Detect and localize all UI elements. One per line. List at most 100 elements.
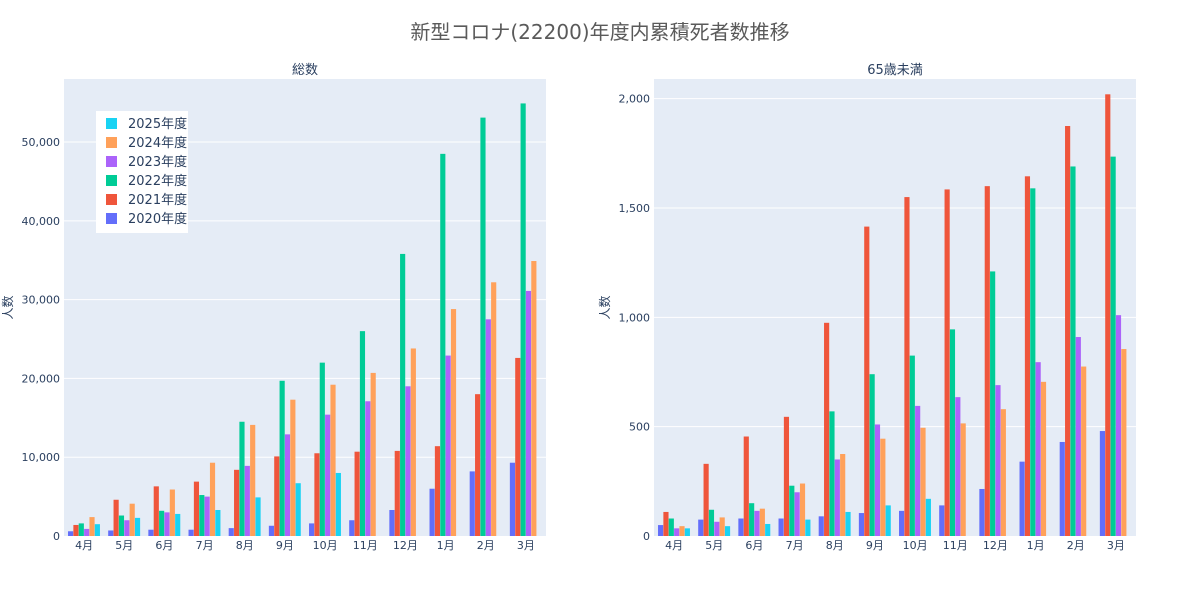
- bar[interactable]: [1099, 431, 1106, 536]
- bar[interactable]: [274, 456, 280, 536]
- bar[interactable]: [925, 498, 931, 536]
- bar[interactable]: [134, 517, 141, 536]
- bar[interactable]: [1075, 337, 1081, 536]
- bar[interactable]: [1040, 381, 1047, 536]
- bar[interactable]: [335, 472, 341, 536]
- bar[interactable]: [515, 357, 521, 536]
- bar[interactable]: [284, 434, 291, 536]
- bar[interactable]: [920, 427, 926, 536]
- bar[interactable]: [215, 509, 221, 536]
- bar[interactable]: [475, 394, 481, 536]
- bar[interactable]: [469, 471, 475, 536]
- legend-item[interactable]: 2025年度: [106, 116, 187, 132]
- bar[interactable]: [1059, 441, 1065, 536]
- bar[interactable]: [209, 462, 216, 536]
- legend-item[interactable]: 2020年度: [106, 211, 187, 227]
- bar[interactable]: [1105, 94, 1111, 537]
- bar[interactable]: [429, 488, 435, 536]
- bar[interactable]: [1019, 461, 1025, 536]
- bar[interactable]: [309, 523, 315, 536]
- bar[interactable]: [239, 421, 245, 536]
- bar[interactable]: [990, 271, 996, 536]
- bar[interactable]: [129, 503, 135, 536]
- bar[interactable]: [370, 372, 376, 536]
- bar[interactable]: [904, 197, 910, 537]
- bar[interactable]: [169, 489, 175, 536]
- bar[interactable]: [440, 153, 446, 536]
- bar[interactable]: [228, 528, 234, 536]
- bar[interactable]: [113, 499, 119, 536]
- bar[interactable]: [244, 465, 250, 536]
- bar[interactable]: [778, 518, 784, 536]
- bar[interactable]: [834, 459, 840, 536]
- bar[interactable]: [765, 523, 771, 536]
- bar[interactable]: [1070, 166, 1076, 536]
- bar[interactable]: [234, 469, 240, 536]
- bar[interactable]: [1030, 188, 1036, 536]
- bar[interactable]: [794, 492, 800, 536]
- bar[interactable]: [949, 329, 956, 536]
- bar[interactable]: [480, 117, 486, 537]
- bar[interactable]: [783, 416, 790, 536]
- bar[interactable]: [509, 462, 516, 536]
- bar[interactable]: [89, 517, 95, 536]
- bar[interactable]: [94, 524, 100, 536]
- bar[interactable]: [944, 189, 950, 536]
- bar[interactable]: [349, 520, 355, 536]
- bar[interactable]: [78, 523, 84, 536]
- bar[interactable]: [255, 497, 261, 536]
- bar[interactable]: [445, 355, 451, 536]
- bar[interactable]: [204, 496, 210, 536]
- bar[interactable]: [118, 515, 125, 536]
- bar[interactable]: [450, 309, 457, 536]
- legend[interactable]: 2025年度 2024年度 2023年度 2022年度 2021年度 2020年度: [96, 111, 188, 233]
- bar[interactable]: [995, 385, 1001, 536]
- bar[interactable]: [290, 399, 296, 536]
- bar[interactable]: [175, 513, 181, 536]
- bar[interactable]: [674, 528, 680, 536]
- bar[interactable]: [719, 517, 725, 536]
- bar[interactable]: [491, 282, 497, 536]
- bar[interactable]: [668, 518, 674, 536]
- bar[interactable]: [153, 486, 159, 536]
- bar[interactable]: [885, 505, 891, 536]
- bar[interactable]: [330, 384, 336, 536]
- bar[interactable]: [268, 525, 275, 536]
- bar[interactable]: [531, 261, 537, 536]
- bar[interactable]: [295, 483, 301, 536]
- bar[interactable]: [909, 355, 915, 536]
- bar[interactable]: [743, 436, 749, 536]
- bar[interactable]: [984, 186, 990, 536]
- bar[interactable]: [434, 446, 441, 536]
- bar[interactable]: [1024, 176, 1031, 536]
- bar[interactable]: [405, 386, 411, 536]
- bar[interactable]: [325, 414, 331, 536]
- bar[interactable]: [250, 424, 256, 536]
- bar[interactable]: [864, 226, 870, 536]
- bar[interactable]: [805, 519, 811, 536]
- bar[interactable]: [1065, 126, 1071, 536]
- bar[interactable]: [738, 518, 744, 536]
- bar[interactable]: [148, 529, 154, 536]
- bar[interactable]: [1115, 315, 1122, 536]
- bar[interactable]: [193, 481, 200, 536]
- bar[interactable]: [658, 525, 664, 536]
- bar[interactable]: [663, 511, 669, 536]
- legend-item[interactable]: 2024年度: [106, 135, 187, 151]
- bar[interactable]: [1121, 349, 1127, 536]
- bar[interactable]: [759, 508, 765, 536]
- bar[interactable]: [1081, 366, 1087, 536]
- bar[interactable]: [869, 374, 875, 536]
- bar[interactable]: [188, 529, 194, 536]
- bar[interactable]: [939, 505, 945, 536]
- legend-item[interactable]: 2022年度: [106, 173, 187, 189]
- bar[interactable]: [1000, 409, 1006, 536]
- bar[interactable]: [525, 290, 532, 536]
- bar[interactable]: [858, 513, 865, 536]
- bar[interactable]: [880, 438, 886, 536]
- bar[interactable]: [789, 485, 795, 536]
- bar[interactable]: [1110, 156, 1116, 537]
- bar[interactable]: [108, 530, 114, 536]
- bar[interactable]: [955, 397, 961, 536]
- bar[interactable]: [840, 454, 846, 536]
